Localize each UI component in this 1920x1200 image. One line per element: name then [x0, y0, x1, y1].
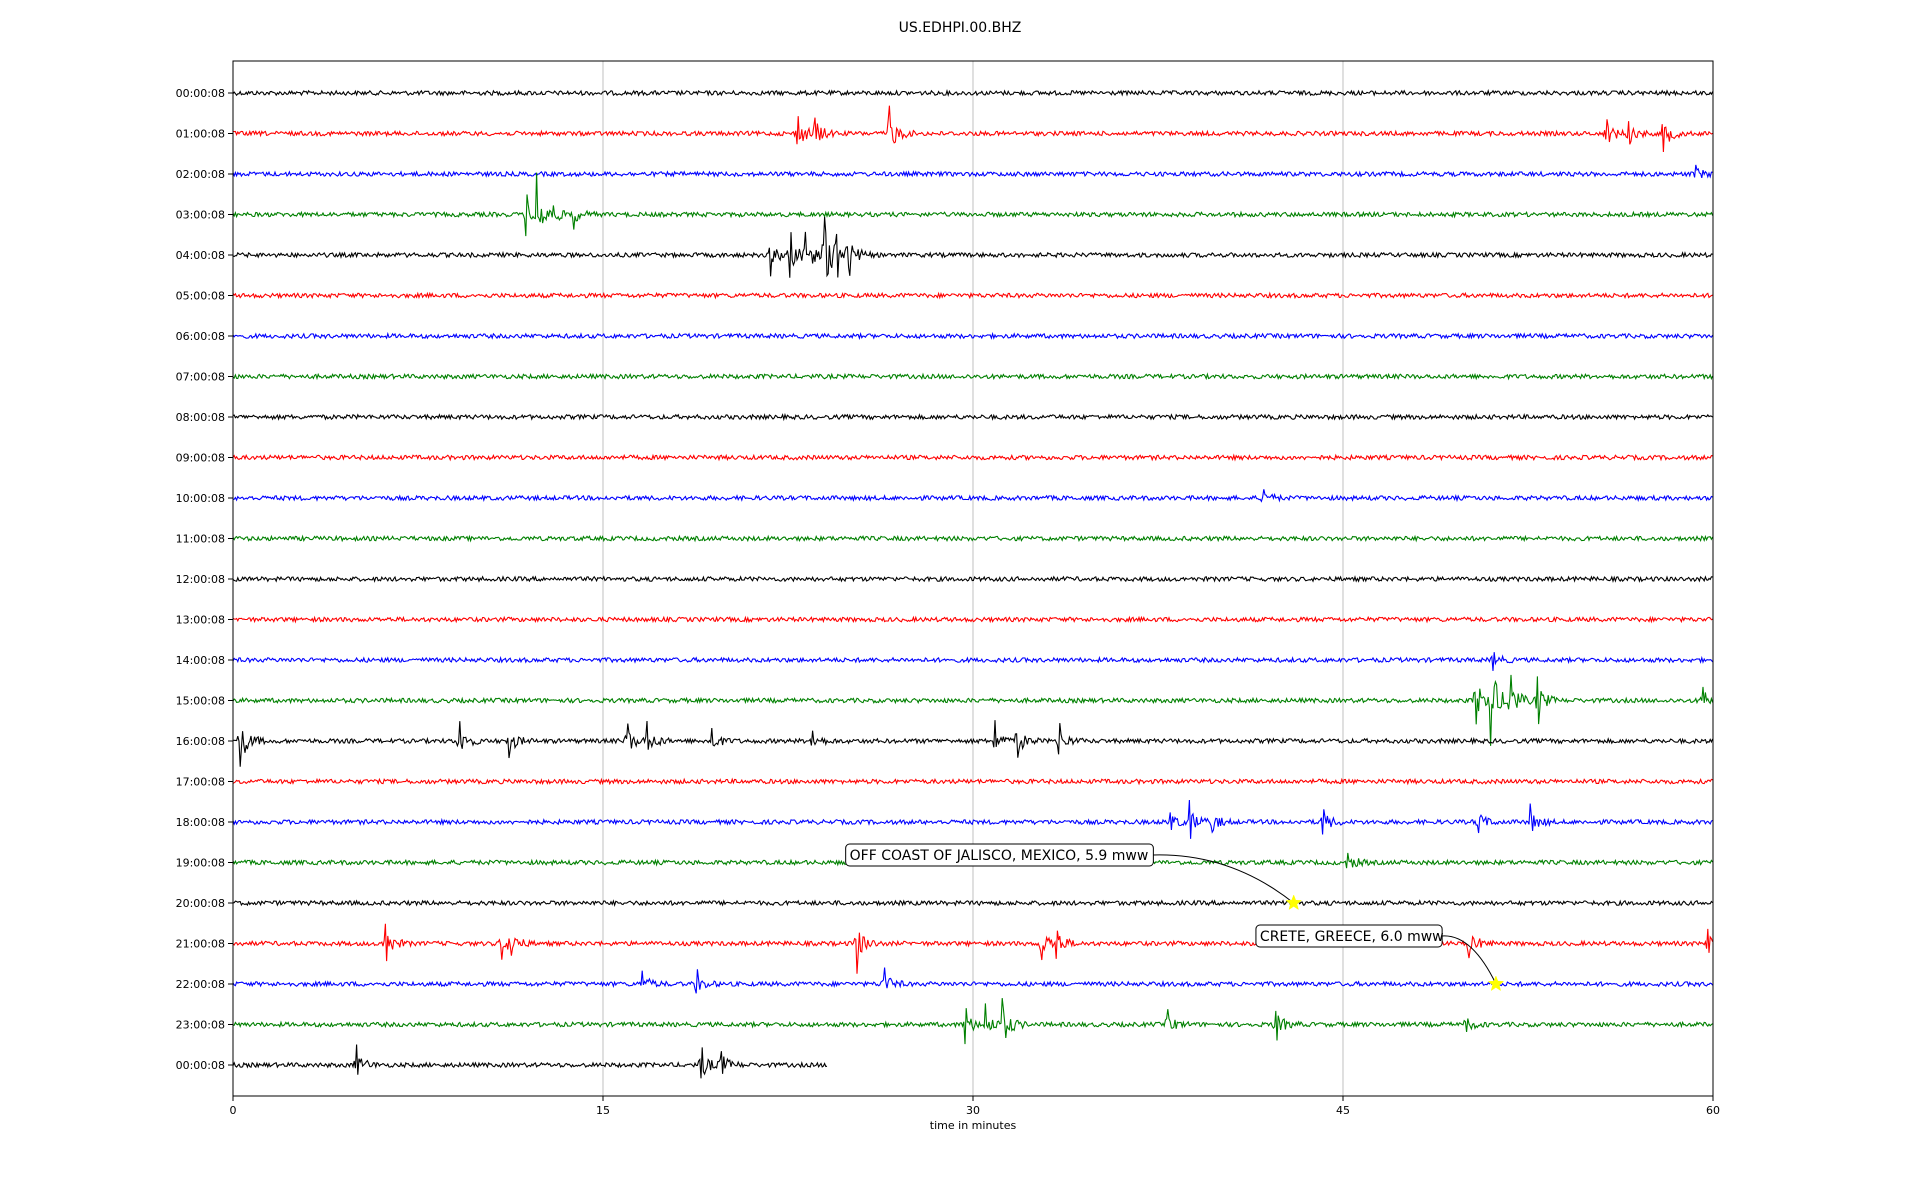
x-tick-label: 30 — [966, 1104, 980, 1117]
event-annotation: OFF COAST OF JALISCO, MEXICO, 5.9 mww — [845, 843, 1302, 911]
trace-row — [232, 534, 1714, 543]
row-time-label: 07:00:08 — [176, 371, 225, 384]
trace-row — [232, 615, 1713, 624]
trace-row — [232, 575, 1713, 583]
trace-rows — [232, 88, 1714, 1079]
row-time-label: 00:00:08 — [176, 1059, 225, 1072]
row-time-label: 06:00:08 — [176, 330, 225, 343]
row-time-label: 23:00:08 — [176, 1019, 225, 1032]
event-star-marker — [1285, 894, 1302, 911]
row-time-label: 12:00:08 — [176, 573, 225, 586]
trace-row — [232, 372, 1714, 381]
trace-row — [232, 453, 1713, 462]
row-time-label: 00:00:08 — [176, 87, 225, 100]
annotation-text: OFF COAST OF JALISCO, MEXICO, 5.9 mww — [850, 848, 1149, 864]
chart-title: US.EDHPI.00.BHZ — [898, 20, 1022, 36]
trace-row — [232, 331, 1714, 341]
trace-row — [232, 652, 1714, 671]
row-time-label: 16:00:08 — [176, 735, 225, 748]
event-star-marker — [1487, 975, 1505, 992]
row-time-label: 04:00:08 — [176, 249, 225, 262]
row-time-label: 19:00:08 — [176, 857, 225, 870]
trace-row — [232, 216, 1713, 278]
row-time-label: 15:00:08 — [176, 695, 225, 708]
row-time-label: 08:00:08 — [176, 411, 225, 424]
plot-frame — [232, 60, 1714, 1097]
x-axis-ticks: 0 15 30 45 60 — [230, 1096, 1720, 1117]
trace-row — [232, 674, 1714, 746]
annotation-connector — [1442, 935, 1497, 985]
x-tick-label: 45 — [1336, 1104, 1350, 1117]
row-time-label: 02:00:08 — [176, 168, 225, 181]
row-time-label: 05:00:08 — [176, 290, 225, 303]
x-axis-label: time in minutes — [930, 1119, 1017, 1132]
trace-row — [232, 799, 1713, 839]
row-time-label: 20:00:08 — [176, 897, 225, 910]
row-time-label: 14:00:08 — [176, 654, 225, 667]
trace-row — [232, 923, 1714, 974]
row-time-label: 10:00:08 — [176, 492, 225, 505]
trace-row — [232, 105, 1713, 153]
row-time-label: 11:00:08 — [176, 533, 225, 546]
trace-row — [232, 164, 1713, 179]
row-time-label: 09:00:08 — [176, 452, 225, 465]
event-annotation: CRETE, GREECE, 6.0 mww — [1255, 924, 1505, 992]
trace-row — [232, 1044, 828, 1079]
trace-row — [232, 489, 1713, 503]
trace-row — [232, 291, 1713, 300]
trace-row — [232, 88, 1714, 97]
annotation-connector — [1153, 854, 1294, 904]
trace-row — [232, 998, 1713, 1045]
row-time-label: 22:00:08 — [176, 978, 225, 991]
row-time-labels: 00:00:08 01:00:08 02:00:08 03:00:08 04:00:08… — [176, 87, 233, 1072]
trace-row — [232, 172, 1714, 237]
row-time-label: 13:00:08 — [176, 614, 225, 627]
row-time-label: 21:00:08 — [176, 938, 225, 951]
row-time-label: 18:00:08 — [176, 816, 225, 829]
row-time-label: 17:00:08 — [176, 776, 225, 789]
row-time-label: 03:00:08 — [176, 209, 225, 222]
x-tick-label: 15 — [596, 1104, 610, 1117]
trace-row — [232, 777, 1713, 786]
trace-row — [232, 967, 1714, 994]
event-annotations: OFF COAST OF JALISCO, MEXICO, 5.9 mww CRE… — [845, 843, 1505, 992]
x-tick-label: 60 — [1706, 1104, 1720, 1117]
x-tick-label: 0 — [230, 1104, 237, 1117]
trace-row — [232, 412, 1713, 422]
annotation-text: CRETE, GREECE, 6.0 mww — [1260, 929, 1444, 945]
row-time-label: 01:00:08 — [176, 128, 225, 141]
trace-row — [233, 720, 1714, 767]
grid-lines — [602, 61, 1344, 1096]
trace-row — [232, 899, 1713, 907]
